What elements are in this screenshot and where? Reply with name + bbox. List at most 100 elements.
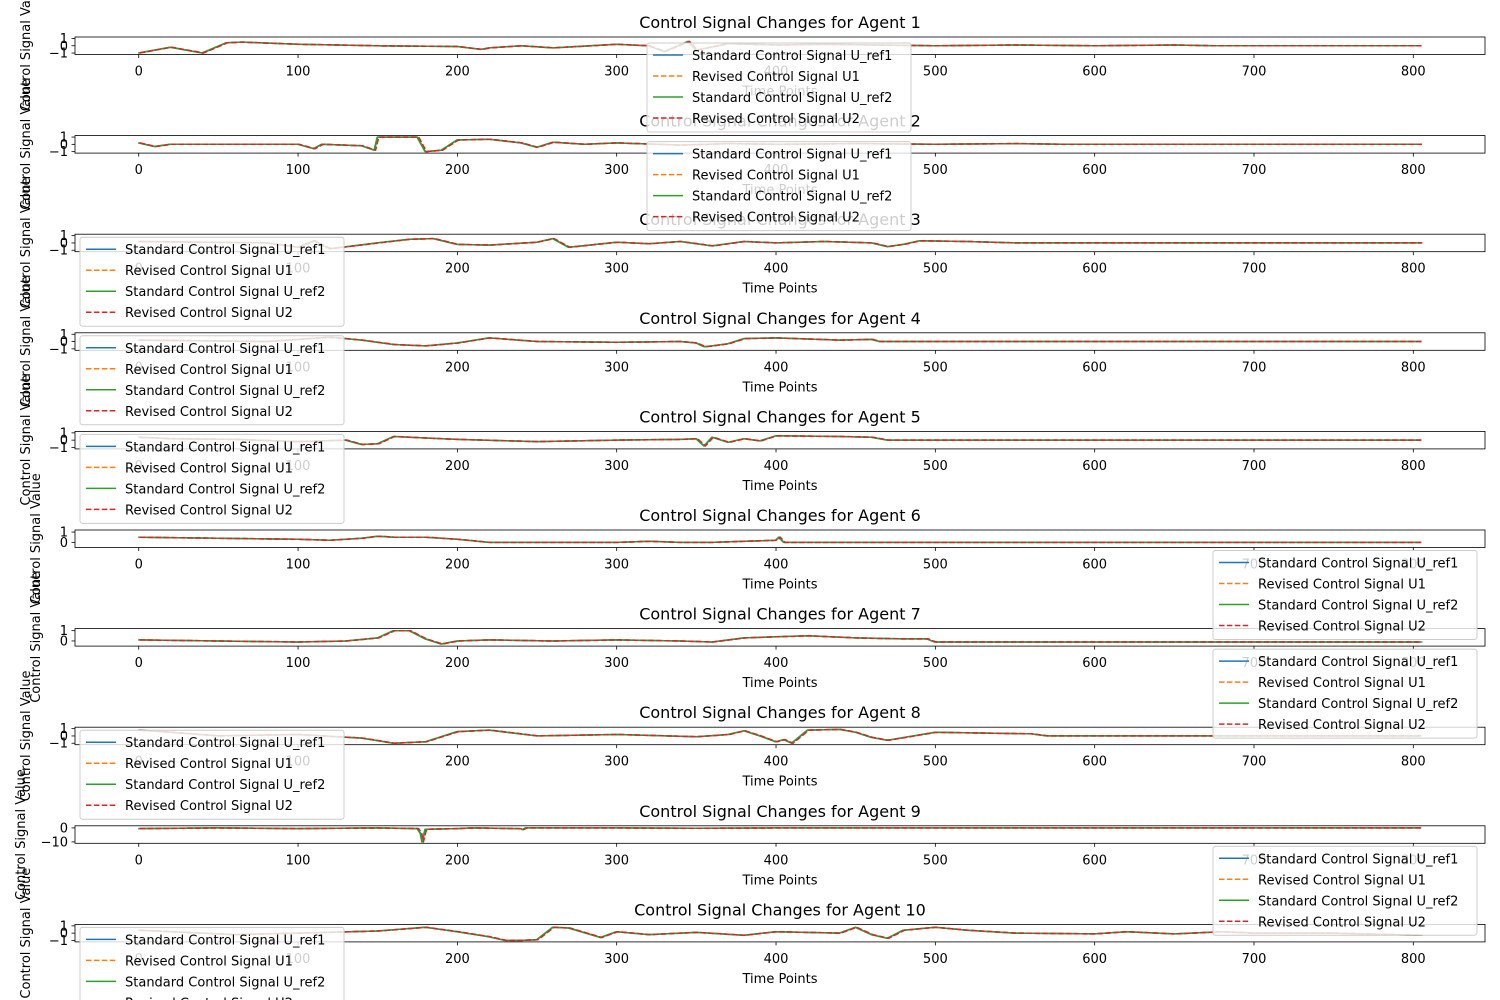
x-axis-label: Time Points (742, 972, 818, 987)
axes-frame (74, 825, 1486, 844)
series-group (138, 237, 1423, 250)
x-tick-label: 800 (1401, 163, 1426, 178)
x-tick-label: 100 (286, 65, 311, 80)
legend-label: Revised Control Signal U1 (125, 757, 293, 772)
series-group (138, 535, 1423, 544)
y-tick-label: −1 (49, 441, 68, 456)
x-tick-label: 300 (604, 755, 629, 770)
legend-label: Revised Control Signal U1 (125, 461, 293, 476)
legend-label: Standard Control Signal U_ref2 (125, 482, 325, 497)
y-tick-label: −1 (49, 342, 68, 357)
y-axis-label: Control Signal Value (19, 178, 34, 309)
x-tick-label: 600 (1082, 262, 1107, 277)
x-tick-label: 0 (135, 163, 143, 178)
x-tick-label: 400 (764, 262, 789, 277)
legend: Standard Control Signal U_ref1 Revised Co… (646, 42, 912, 133)
x-tick-label: 400 (764, 952, 789, 967)
series-group (138, 336, 1423, 348)
x-axis-label: Time Points (742, 479, 818, 494)
x-tick-label: 400 (764, 656, 789, 671)
x-tick-label: 600 (1082, 459, 1107, 474)
x-tick-label: 800 (1401, 755, 1426, 770)
series-line-revised-control-signal-u2 (139, 136, 1423, 153)
x-tick-label: 800 (1401, 65, 1426, 80)
y-axis-label: Control Signal Value (19, 375, 34, 506)
x-tick-label: 200 (445, 459, 470, 474)
y-tick-label: 1 (60, 131, 68, 146)
x-tick-label: 0 (135, 656, 143, 671)
x-tick-label: 300 (604, 558, 629, 573)
x-tick-label: 800 (1401, 459, 1426, 474)
x-tick-label: 500 (923, 65, 948, 80)
legend-label: Standard Control Signal U_ref2 (1258, 697, 1458, 712)
y-tick-label: 1 (60, 32, 68, 47)
x-tick-label: 600 (1082, 65, 1107, 80)
x-tick-label: 700 (1242, 952, 1267, 967)
x-tick-label: 100 (286, 656, 311, 671)
x-tick-label: 700 (1242, 360, 1267, 375)
x-tick-label: 300 (604, 656, 629, 671)
legend-label: Revised Control Signal U1 (125, 264, 293, 279)
y-axis-label: Control Signal Value (29, 473, 44, 604)
subplot-title: Control Signal Changes for Agent 6 (639, 506, 921, 525)
y-tick-label: −1 (49, 47, 68, 62)
y-tick-label: 0 (60, 138, 68, 153)
y-tick-label: 1 (60, 426, 68, 441)
legend-label: Standard Control Signal U_ref1 (1258, 557, 1458, 572)
series-line-revised-control-signal-u2 (139, 728, 1423, 744)
x-tick-label: 200 (445, 262, 470, 277)
legend-label: Revised Control Signal U2 (125, 799, 293, 814)
x-tick-label: 500 (923, 459, 948, 474)
x-axis-label: Time Points (742, 775, 818, 790)
x-tick-label: 100 (286, 163, 311, 178)
x-tick-label: 600 (1082, 163, 1107, 178)
x-tick-label: 500 (923, 558, 948, 573)
legend-frame (79, 236, 345, 327)
legend-label: Revised Control Signal U2 (1258, 718, 1426, 733)
legend: Standard Control Signal U_ref1 Revised Co… (79, 926, 345, 1000)
subplot-title: Control Signal Changes for Agent 5 (639, 407, 921, 426)
legend-label: Standard Control Signal U_ref1 (125, 440, 325, 455)
legend: Standard Control Signal U_ref1 Revised Co… (79, 433, 345, 524)
y-tick-label: −10 (41, 835, 68, 850)
legend: Standard Control Signal U_ref1 Revised Co… (79, 335, 345, 426)
x-tick-label: 0 (135, 65, 143, 80)
x-tick-label: 200 (445, 853, 470, 868)
series-line-revised-control-signal-u2 (139, 535, 1423, 544)
y-axis-label: Control Signal Value (19, 79, 34, 210)
x-tick-label: 400 (764, 558, 789, 573)
legend-label: Standard Control Signal U_ref2 (1258, 599, 1458, 614)
legend: Standard Control Signal U_ref1 Revised Co… (646, 141, 912, 232)
x-tick-label: 700 (1242, 459, 1267, 474)
series-group (138, 827, 1423, 843)
x-tick-label: 400 (764, 755, 789, 770)
x-tick-label: 300 (604, 853, 629, 868)
y-tick-label: 1 (60, 624, 68, 639)
x-tick-label: 800 (1401, 360, 1426, 375)
series-group (138, 629, 1423, 645)
y-tick-label: 1 (60, 919, 68, 934)
y-tick-label: 0 (60, 39, 68, 54)
axes-frame (74, 628, 1486, 647)
x-tick-label: 300 (604, 459, 629, 474)
legend-frame (79, 926, 345, 1000)
legend-frame (79, 335, 345, 426)
x-tick-label: 200 (445, 65, 470, 80)
x-tick-label: 500 (923, 952, 948, 967)
legend-label: Revised Control Signal U2 (125, 996, 293, 1000)
y-axis-label: Control Signal Value (14, 769, 29, 900)
x-axis-label: Time Points (742, 282, 818, 297)
series-group (138, 435, 1423, 447)
legend-frame (646, 42, 912, 133)
legend-label: Standard Control Signal U_ref1 (125, 342, 325, 357)
legend-label: Revised Control Signal U2 (692, 211, 860, 226)
y-tick-label: −1 (49, 737, 68, 752)
series-group (138, 926, 1423, 942)
legend: Standard Control Signal U_ref1 Revised Co… (1212, 648, 1478, 739)
legend-frame (1212, 845, 1478, 936)
y-tick-label: 0 (60, 236, 68, 251)
legend-label: Standard Control Signal U_ref1 (125, 243, 325, 258)
